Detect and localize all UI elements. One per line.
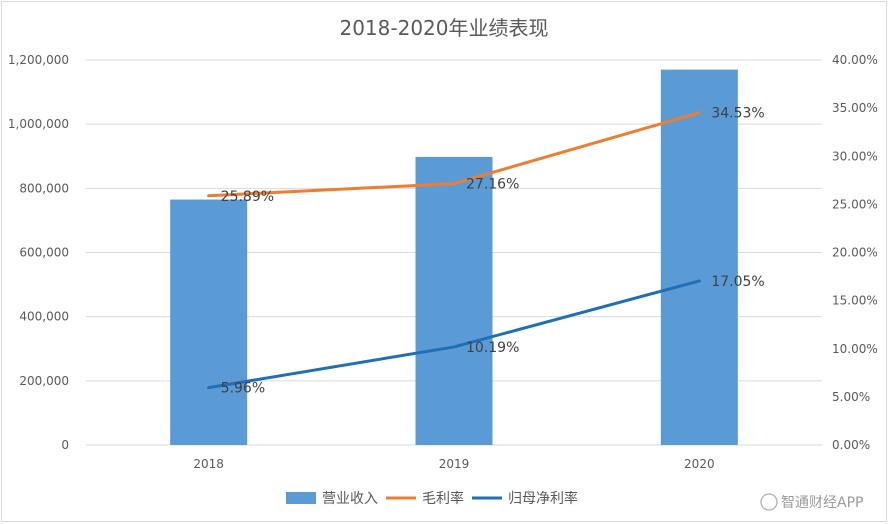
right-tick-label: 15.00% [832,294,878,308]
right-tick-label: 25.00% [832,197,878,211]
watermark: 智通财经APP [760,493,863,511]
data-label: 17.05% [711,274,764,290]
x-tick-label: 2019 [439,457,470,471]
right-tick-label: 20.00% [832,246,878,260]
left-tick-label: 0 [61,438,69,452]
chart-title: 2018-2020年业绩表现 [339,16,548,40]
left-tick-label: 600,000 [19,246,69,260]
line-series [207,111,701,390]
bar-series [170,69,738,445]
right-tick-label: 10.00% [832,342,878,356]
left-tick-label: 200,000 [19,374,69,388]
data-label: 34.53% [711,106,764,122]
line-series-2 [207,279,701,390]
bar-2020 [660,69,738,445]
right-tick-label: 0.00% [832,438,870,452]
data-labels: 25.89% 27.16% 34.53% 5.96% 10.19% 17.05% [221,106,765,397]
left-tick-label: 1,000,000 [8,117,69,131]
bar-2018 [170,199,248,445]
legend-label: 归母净利率 [508,490,578,507]
left-tick-label: 1,200,000 [8,53,69,67]
right-tick-label: 40.00% [832,53,878,67]
bar-2019 [415,156,493,445]
legend-label: 毛利率 [422,490,464,507]
watermark-logo-icon [760,493,778,511]
data-label: 10.19% [466,340,519,356]
legend-swatch-bar [286,492,316,504]
watermark-text: 智通财经APP [781,495,863,511]
left-tick-label: 400,000 [19,310,69,324]
line-series-1 [207,111,701,198]
right-tick-label: 30.00% [832,149,878,163]
x-tick-label: 2020 [684,457,715,471]
x-axis-ticks: 2018 2019 2020 [193,457,714,471]
right-tick-label: 5.00% [832,390,870,404]
legend: 营业收入 毛利率 归母净利率 [286,490,578,507]
legend-label: 营业收入 [322,491,378,507]
data-label: 5.96% [221,381,265,397]
right-axis-ticks: 0.00% 5.00% 10.00% 15.00% 20.00% 25.00% 30.00%… [832,53,878,452]
left-tick-label: 800,000 [19,181,69,195]
left-axis-ticks: 0 200,000 400,000 600,000 800,000 1,000,000 1,… [8,53,69,452]
x-tick-label: 2018 [193,457,224,471]
right-tick-label: 35.00% [832,101,878,115]
data-label: 27.16% [466,177,519,193]
data-label: 25.89% [221,189,274,205]
